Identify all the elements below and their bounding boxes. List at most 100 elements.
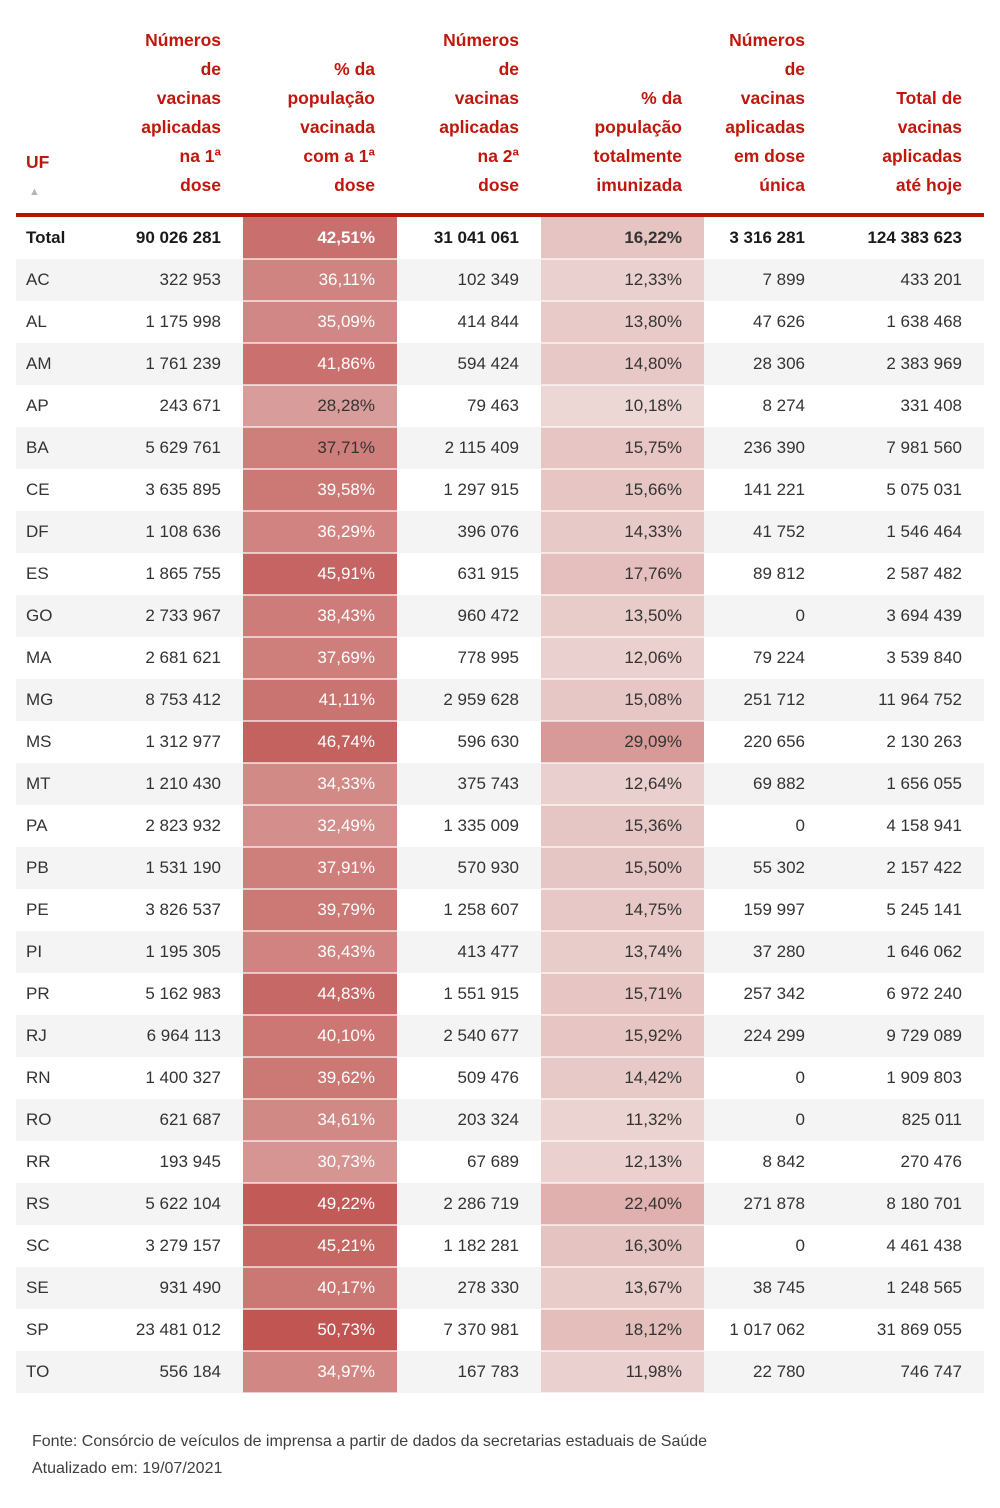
AC-cell-dose1: 322 953 [159,270,221,289]
SE-cell-dose1: 931 490 [159,1278,221,1297]
PI-cell-total: 1 646 062 [886,942,962,961]
column-header-pct2[interactable]: % da população totalmente imunizada [541,0,704,217]
MG-cell-pct2: 15,08% [541,679,704,722]
state-row-RR: RR 193 945 30,73% 67 689 12,13% 8 842 270 476 [16,1141,984,1184]
RR-cell-dose2: 67 689 [467,1152,519,1171]
ES-cell-pct2: 17,76% [541,553,704,596]
state-row-BA: BA 5 629 761 37,71% 2 115 409 15,75% 236 390 7… [16,427,984,470]
AL-cell-pct1: 35,09% [243,301,397,344]
state-row-TO: TO 556 184 34,97% 167 783 11,98% 22 780 746 74… [16,1351,984,1394]
AM-cell-uf: AM [26,354,52,373]
PR-cell-pct2: 15,71% [541,973,704,1016]
AP-cell-uf: AP [26,396,49,415]
BA-cell-pct2: 15,75% [541,427,704,470]
TO-cell-total: 746 747 [900,1362,962,1381]
PE-cell-pct2: 14,75% [541,889,704,932]
RJ-cell-dose2: 2 540 677 [443,1026,519,1045]
PR-cell-dose1: 5 162 983 [145,984,221,1003]
AM-cell-dose1: 1 761 239 [145,354,221,373]
column-header-dose2[interactable]: Números de vacinas aplicadas na 2ª dose [397,0,541,217]
column-header-unica[interactable]: Números de vacinas aplicadas em dose úni… [704,0,827,217]
RJ-cell-pct1: 40,10% [243,1015,397,1058]
RR-cell-total: 270 476 [900,1152,962,1171]
RS-cell-total: 8 180 701 [886,1194,962,1213]
MA-cell-pct2: 12,06% [541,637,704,680]
PA-cell-dose1: 2 823 932 [145,816,221,835]
AL-cell-unica: 47 626 [753,312,805,331]
state-row-PR: PR 5 162 983 44,83% 1 551 915 15,71% 257 342 6… [16,973,984,1016]
BA-cell-dose2: 2 115 409 [444,438,519,457]
SC-cell-total: 4 461 438 [886,1236,962,1255]
table-header: UF ▲ Números de vacinas aplicadas na 1ª do… [16,0,984,217]
GO-cell-dose1: 2 733 967 [145,606,221,625]
MA-cell-pct1: 37,69% [243,637,397,680]
PR-cell-uf: PR [26,984,50,1003]
RS-cell-dose2: 2 286 719 [443,1194,519,1213]
MT-cell-unica: 69 882 [753,774,805,793]
AL-cell-dose1: 1 175 998 [145,312,221,331]
RS-cell-uf: RS [26,1194,50,1213]
AC-cell-unica: 7 899 [762,270,805,289]
SP-cell-pct2: 18,12% [541,1309,704,1352]
MG-cell-dose2: 2 959 628 [443,690,519,709]
DF-cell-dose1: 1 108 636 [145,522,221,541]
SC-cell-uf: SC [26,1236,50,1255]
CE-cell-pct1: 39,58% [243,469,397,512]
SP-cell-total: 31 869 055 [876,1320,962,1339]
MS-cell-uf: MS [26,732,52,751]
RS-cell-unica: 271 878 [743,1194,805,1213]
MT-cell-pct1: 34,33% [243,763,397,806]
AM-cell-total: 2 383 969 [886,354,962,373]
GO-cell-uf: GO [26,606,53,625]
RR-cell-uf: RR [26,1152,51,1171]
PI-cell-dose1: 1 195 305 [145,942,221,961]
MA-cell-unica: 79 224 [753,648,805,667]
PE-cell-pct1: 39,79% [243,889,397,932]
RS-cell-pct2: 22,40% [541,1183,704,1226]
PI-cell-pct1: 36,43% [243,931,397,974]
MS-cell-dose1: 1 312 977 [145,732,221,751]
MA-cell-dose1: 2 681 621 [145,648,221,667]
RO-cell-dose2: 203 324 [457,1110,519,1129]
RO-cell-pct2: 11,32% [541,1099,704,1142]
PB-cell-uf: PB [26,858,49,877]
SP-cell-dose1: 23 481 012 [135,1320,221,1339]
state-row-RS: RS 5 622 104 49,22% 2 286 719 22,40% 271 878 8… [16,1183,984,1226]
GO-cell-dose2: 960 472 [457,606,519,625]
AM-cell-pct2: 14,80% [541,343,704,386]
state-row-AL: AL 1 175 998 35,09% 414 844 13,80% 47 626 1 63… [16,301,984,344]
total-cell-pct1: 42,51% [243,215,397,260]
RJ-cell-total: 9 729 089 [886,1026,962,1045]
source-note: Fonte: Consórcio de veículos de imprensa… [32,1433,708,1450]
state-row-RO: RO 621 687 34,61% 203 324 11,32% 0 825 011 [16,1099,984,1142]
GO-cell-pct2: 13,50% [541,595,704,638]
RR-cell-pct2: 12,13% [541,1141,704,1184]
ES-cell-dose2: 631 915 [457,564,519,583]
header-row: UF ▲ Números de vacinas aplicadas na 1ª do… [16,0,984,217]
column-header-dose1[interactable]: Números de vacinas aplicadas na 1ª dose [80,0,243,217]
column-header-pct1[interactable]: % da população vacinada com a 1ª dose [243,0,397,217]
PR-cell-pct1: 44,83% [243,973,397,1016]
ES-cell-uf: ES [26,564,49,583]
DF-cell-pct1: 36,29% [243,511,397,554]
MG-cell-unica: 251 712 [743,690,805,709]
PA-cell-uf: PA [26,816,48,835]
SP-cell-dose2: 7 370 981 [443,1320,519,1339]
PB-cell-dose2: 570 930 [457,858,519,877]
RS-cell-pct1: 49,22% [243,1183,397,1226]
sort-ascending-icon: ▲ [29,186,40,198]
uf-header-label: UF [26,152,50,172]
SC-cell-unica: 0 [795,1236,805,1255]
RR-cell-dose1: 193 945 [159,1152,221,1171]
table-footer: Fonte: Consórcio de veículos de imprensa… [32,1428,984,1482]
total-cell-total: 124 383 623 [867,228,962,247]
column-header-total[interactable]: Total de vacinas aplicadas até hoje [827,0,984,217]
state-row-SC: SC 3 279 157 45,21% 1 182 281 16,30% 0 4 461 4… [16,1225,984,1268]
state-row-SE: SE 931 490 40,17% 278 330 13,67% 38 745 1 248 … [16,1267,984,1310]
column-header-uf[interactable]: UF ▲ [16,0,80,217]
state-row-AC: AC 322 953 36,11% 102 349 12,33% 7 899 433 201 [16,259,984,302]
SE-cell-uf: SE [26,1278,49,1297]
AP-cell-pct2: 10,18% [541,385,704,428]
RO-cell-dose1: 621 687 [159,1110,221,1129]
